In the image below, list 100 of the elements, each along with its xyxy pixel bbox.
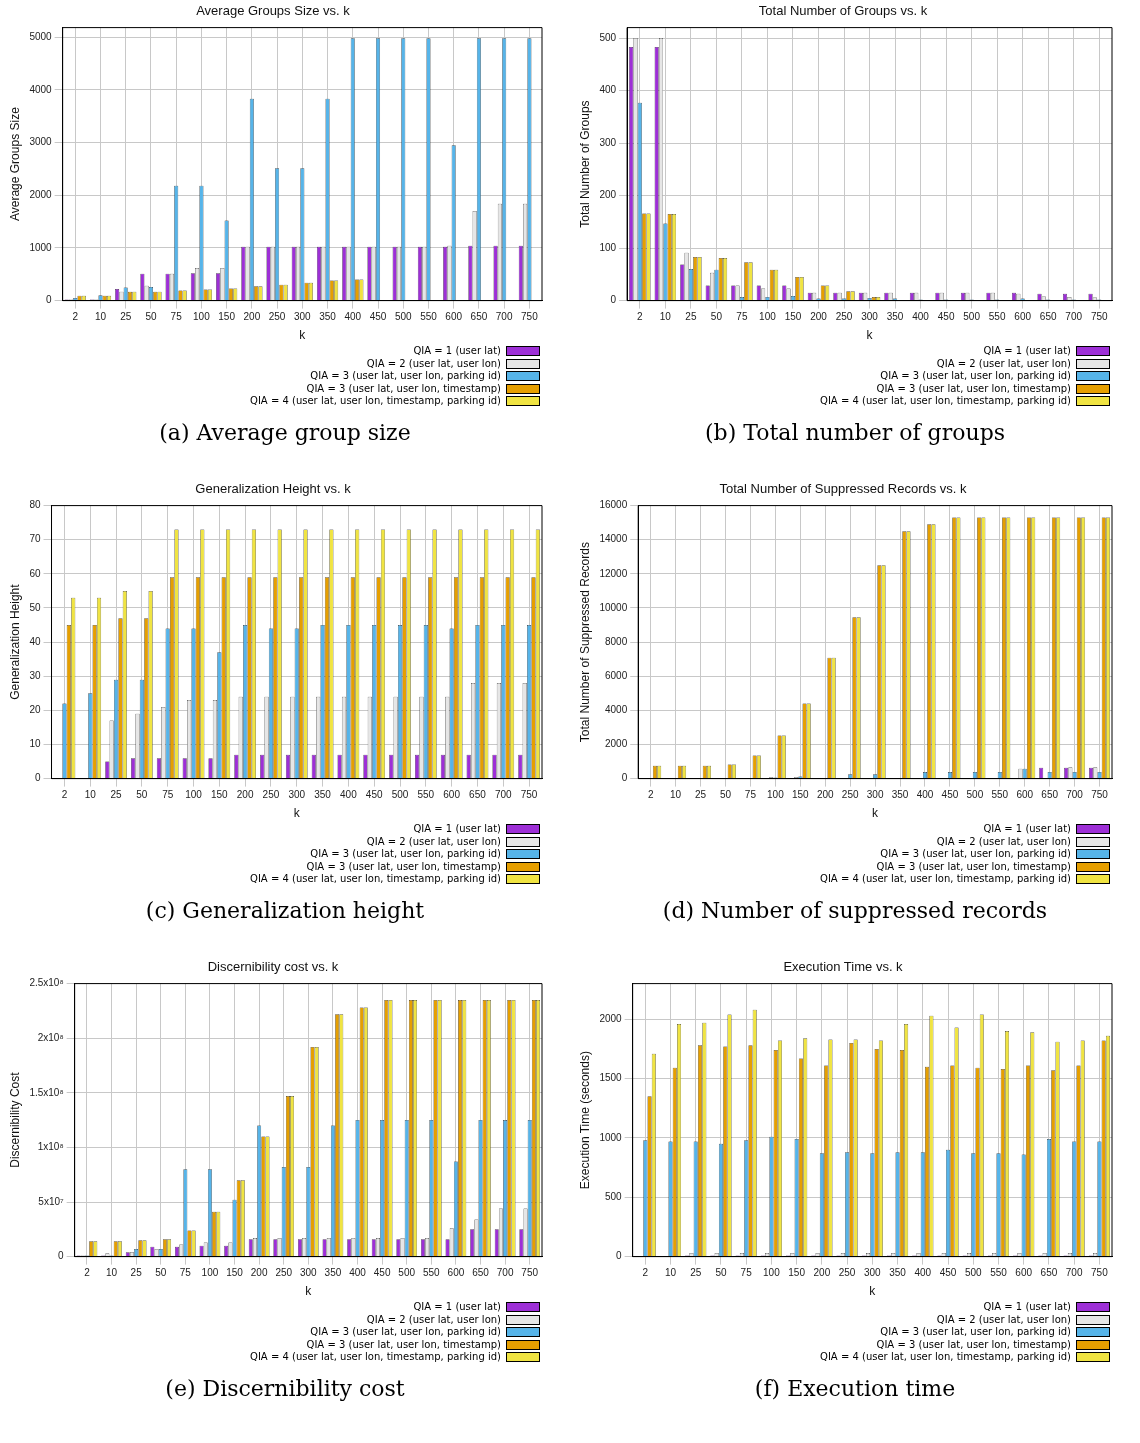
x-tick-label: 500: [394, 311, 413, 323]
x-tick-label: 2: [642, 1267, 649, 1279]
x-tick-label: 100: [759, 311, 777, 323]
chart-title: Average Groups Size vs. k: [196, 3, 351, 19]
y-tick-label: 1.5x10⁸: [29, 1086, 64, 1098]
x-tick-label: 450: [373, 1267, 391, 1279]
x-tick-label: 10: [84, 789, 97, 801]
x-tick-label: 400: [340, 789, 358, 801]
x-tick-label: 2: [84, 1267, 91, 1279]
x-tick-label: 200: [816, 789, 835, 801]
x-tick-label: 100: [767, 789, 785, 801]
y-tick-label: 1000: [599, 1131, 623, 1143]
x-tick-label: 600: [443, 789, 461, 801]
legend-label: QIA = 3 (user lat, user lon, parking id): [310, 1326, 501, 1339]
x-tick-label: 250: [262, 789, 280, 801]
text: (e) Discernibility cost: [164, 1375, 406, 1401]
x-tick-label: 400: [912, 311, 930, 323]
x-axis-title: k: [866, 328, 874, 343]
x-tick-label: 450: [939, 1267, 957, 1279]
y-tick-label: 2.5x10⁸: [29, 977, 64, 989]
x-tick-label: 25: [694, 789, 707, 801]
x-tick-label: 550: [422, 1267, 441, 1279]
x-tick-label: 350: [314, 789, 332, 801]
y-tick-label: 500: [604, 1191, 623, 1202]
y-tick-label: 40: [29, 635, 41, 647]
x-tick-label: 600: [1014, 311, 1032, 323]
y-axis-title: Average Groups Size: [7, 106, 22, 222]
x-tick-label: 350: [324, 1267, 342, 1279]
legend-label: QIA = 2 (user lat, user lon): [936, 1313, 1071, 1326]
y-tick-label: 100: [599, 241, 617, 253]
x-tick-label: 50: [710, 311, 723, 323]
text: (a) Average group size: [158, 419, 412, 445]
y-tick-label: 0: [610, 294, 617, 306]
x-tick-label: 25: [685, 311, 697, 323]
legend-label: QIA = 2 (user lat, user lon): [366, 1313, 501, 1326]
legend-label: QIA = 3 (user lat, user lon, parking id): [880, 848, 1071, 861]
x-tick-label: 10: [670, 789, 682, 801]
legend-label: QIA = 3 (user lat, user lon, timestamp): [876, 382, 1071, 395]
x-axis-title: k: [299, 328, 307, 343]
chart-title: Execution Time vs. k: [783, 959, 904, 975]
y-tick-label: 0: [46, 294, 53, 306]
legend-label: QIA = 4 (user lat, user lon, timestamp, parking id): [250, 395, 501, 408]
y-tick-label: 5x10⁷: [38, 1195, 65, 1207]
y-tick-label: 20: [29, 704, 41, 716]
legend-label: QIA = 3 (user lat, user lon, timestamp): [306, 1338, 501, 1351]
x-tick-label: 650: [1041, 789, 1059, 801]
y-tick-label: 0: [34, 772, 41, 784]
x-tick-label: 300: [293, 311, 312, 323]
x-tick-label: 550: [420, 311, 438, 323]
x-tick-label: 250: [268, 311, 286, 323]
x-tick-label: 650: [472, 1267, 490, 1279]
legend-label: QIA = 1 (user lat): [983, 345, 1071, 358]
y-axis-title: Generalization Height: [7, 583, 22, 700]
x-axis-title: k: [872, 806, 880, 821]
y-axis-title: Total Number of Suppressed Records: [577, 542, 592, 743]
x-tick-label: 25: [130, 1267, 143, 1279]
x-tick-label: 650: [469, 789, 487, 801]
legend-label: QIA = 1 (user lat): [413, 345, 501, 358]
x-tick-label: 75: [740, 1267, 753, 1279]
y-tick-label: 2000: [604, 738, 628, 750]
legend-label: QIA = 3 (user lat, user lon, parking id): [310, 848, 501, 861]
x-tick-label: 10: [94, 311, 107, 323]
x-tick-label: 450: [937, 311, 955, 323]
legend-label: QIA = 3 (user lat, user lon, parking id): [880, 1326, 1071, 1339]
x-tick-label: 25: [110, 789, 123, 801]
text: (b) Total number of groups: [704, 419, 1006, 445]
y-tick-label: 1x10⁸: [37, 1141, 64, 1153]
legend-label: QIA = 3 (user lat, user lon, parking id): [310, 370, 501, 383]
y-tick-label: 1500: [599, 1072, 623, 1084]
x-tick-label: 25: [120, 311, 132, 323]
x-axis-title: k: [869, 1284, 877, 1299]
x-tick-label: 450: [369, 311, 387, 323]
x-tick-label: 75: [736, 311, 748, 323]
x-tick-label: 700: [1066, 789, 1084, 801]
y-tick-label: 60: [29, 567, 41, 579]
x-tick-label: 2: [61, 789, 68, 801]
text: (d) Number of suppressed records: [661, 897, 1049, 923]
x-tick-label: 750: [1091, 789, 1109, 801]
x-tick-label: 200: [250, 1267, 268, 1279]
x-tick-label: 750: [1090, 311, 1109, 323]
y-tick-label: 5000: [29, 30, 53, 42]
x-tick-label: 50: [145, 311, 157, 323]
x-tick-label: 150: [788, 1267, 806, 1279]
x-tick-label: 25: [690, 1267, 702, 1279]
y-tick-label: 0: [58, 1250, 65, 1262]
x-tick-label: 150: [226, 1267, 244, 1279]
legend-label: QIA = 2 (user lat, user lon): [936, 835, 1071, 848]
y-tick-label: 2000: [29, 188, 53, 200]
x-tick-label: 250: [835, 311, 853, 323]
y-tick-label: 3000: [29, 136, 53, 148]
y-tick-label: 10000: [599, 601, 628, 613]
x-tick-label: 650: [1040, 1267, 1058, 1279]
text: (c) Generalization height: [144, 897, 426, 923]
x-tick-label: 300: [299, 1267, 318, 1279]
x-tick-label: 50: [719, 789, 732, 801]
x-tick-label: 100: [201, 1267, 219, 1279]
x-tick-label: 75: [162, 789, 174, 801]
x-tick-label: 350: [889, 1267, 907, 1279]
chart-title: Discernibility cost vs. k: [207, 959, 339, 975]
y-tick-label: 500: [599, 31, 617, 43]
